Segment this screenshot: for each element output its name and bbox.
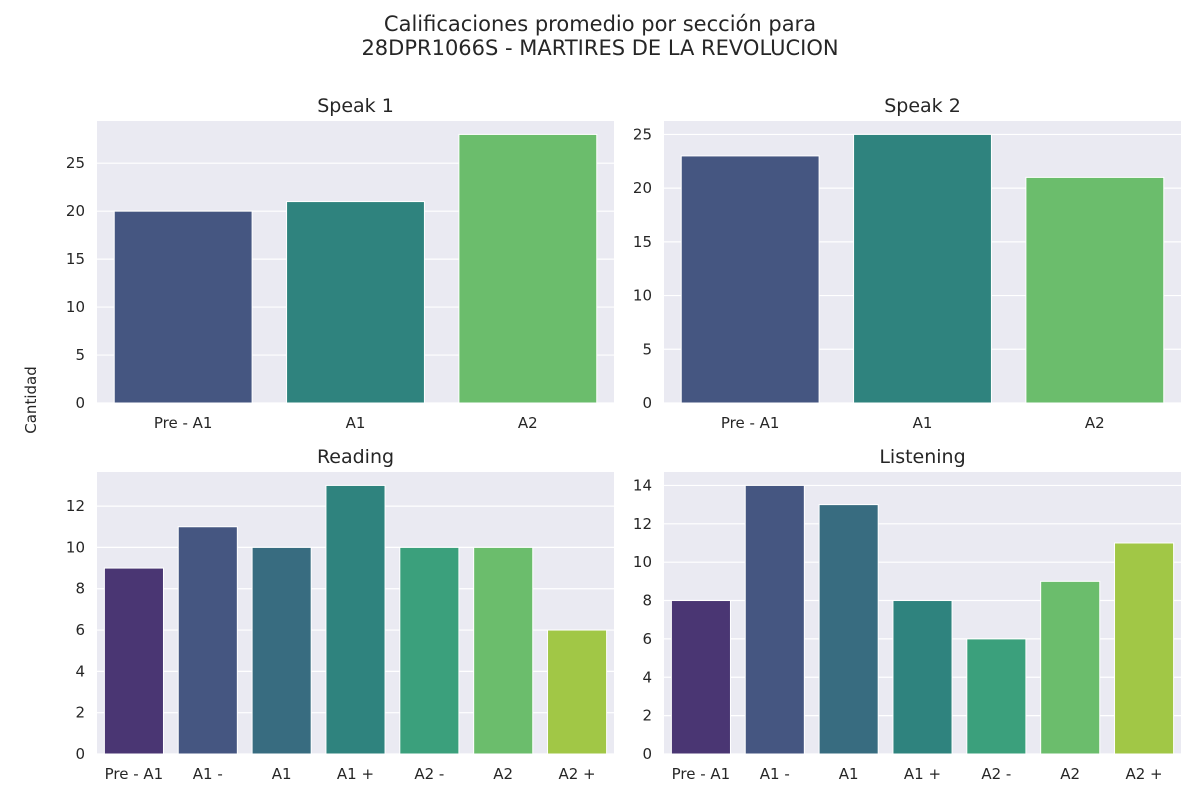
bar-a2 <box>1040 580 1101 755</box>
x-tick-label: A2 <box>1085 414 1105 432</box>
y-tick-label: 10 <box>633 287 652 305</box>
y-tick-label: 5 <box>642 340 652 358</box>
panel-speak-2: 0 5 10 15 20 25 Pre - A1 A1 A2 Speak 2 <box>633 95 1181 432</box>
bar-pre-a1 <box>103 567 164 755</box>
x-tick-label: A1 <box>913 414 933 432</box>
x-tick-label: A1 + <box>904 765 941 783</box>
bar-a1 <box>818 504 879 755</box>
panel-title: Speak 2 <box>884 95 961 117</box>
x-tick-label: A2 <box>493 765 513 783</box>
x-tick-label: Pre - A1 <box>721 414 780 432</box>
figure-title-line-1: Calificaciones promedio por sección para <box>383 12 817 36</box>
y-tick-label: 4 <box>642 668 652 686</box>
bar-a1 <box>177 526 238 755</box>
x-tick-label: Pre - A1 <box>672 765 731 783</box>
panel-title: Listening <box>879 446 965 468</box>
x-tick-label: A1 <box>346 414 366 432</box>
panel-speak-1: 0 5 10 15 20 25 Pre - A1 A1 A2 Speak 1 <box>66 95 614 432</box>
y-tick-label: 0 <box>642 745 652 763</box>
figure-title: Calificaciones promedio por sección para… <box>0 12 1200 60</box>
y-tick-label: 2 <box>642 707 652 725</box>
panel-title: Reading <box>317 446 394 468</box>
x-tick-label: A2 - <box>414 765 444 783</box>
y-tick-label: 8 <box>642 592 652 610</box>
x-tick-label: A1 - <box>193 765 223 783</box>
y-tick-label: 25 <box>633 125 652 143</box>
x-tick-label: A1 + <box>337 765 374 783</box>
x-tick-label: A1 <box>272 765 292 783</box>
y-tick-label: 6 <box>75 621 85 639</box>
y-tick-label: 12 <box>633 515 652 533</box>
y-tick-label: 4 <box>75 662 85 680</box>
y-tick-label: 14 <box>633 476 652 494</box>
x-tick-label: A1 <box>839 765 859 783</box>
x-tick-label: A2 - <box>981 765 1011 783</box>
y-tick-label: 0 <box>75 745 85 763</box>
bar-pre-a1 <box>113 210 253 404</box>
y-tick-label: 6 <box>642 630 652 648</box>
bar-a1 <box>286 201 425 404</box>
panel-title: Speak 1 <box>317 95 394 117</box>
y-tick-label: 5 <box>75 346 85 364</box>
bar-pre-a1 <box>670 600 731 755</box>
x-tick-label: A2 <box>518 414 538 432</box>
y-tick-label: 25 <box>66 154 85 172</box>
x-tick-label: Pre - A1 <box>105 765 164 783</box>
y-tick-label: 2 <box>75 704 85 722</box>
bar-pre-a1 <box>680 155 820 404</box>
x-tick-label: A2 + <box>558 765 595 783</box>
panel-listening: 0 2 4 6 8 10 12 14 Pre - A1 A1 - A1 A1 + A2 - A2 A2 + L… <box>633 446 1181 783</box>
figure-title-line-2: 28DPR1066S - MARTIRES DE LA REVOLUCION <box>361 36 839 60</box>
x-tick-label: A1 - <box>760 765 790 783</box>
bar-a2 <box>473 546 534 755</box>
y-tick-label: 10 <box>66 538 85 556</box>
x-tick-label: A2 + <box>1125 765 1162 783</box>
panel-reading: 0 2 4 6 8 10 12 Pre - A1 A1 - A1 A1 + A2 - A2 A2 + Rea… <box>66 446 614 783</box>
y-tick-label: 0 <box>75 394 85 412</box>
bar-a2 <box>547 629 608 755</box>
bar-a2 <box>1114 542 1175 755</box>
y-tick-label: 15 <box>66 250 85 268</box>
x-tick-label: Pre - A1 <box>154 414 213 432</box>
bar-a1 <box>853 133 992 404</box>
y-tick-label: 10 <box>66 298 85 316</box>
y-tick-label: 20 <box>66 202 85 220</box>
bar-a2 <box>1025 176 1165 404</box>
y-tick-label: 8 <box>75 580 85 598</box>
bar-a2 <box>458 133 598 404</box>
y-tick-label: 0 <box>642 394 652 412</box>
y-tick-label: 15 <box>633 233 652 251</box>
bar-a2 <box>399 546 460 755</box>
y-tick-label: 12 <box>66 497 85 515</box>
x-tick-label: A2 <box>1060 765 1080 783</box>
bar-a1 <box>251 546 312 755</box>
bar-a2 <box>966 638 1027 755</box>
y-tick-label: 10 <box>633 553 652 571</box>
bar-a1 <box>325 484 386 755</box>
bar-a1 <box>892 600 953 755</box>
y-tick-label: 20 <box>633 179 652 197</box>
bar-a1 <box>744 484 805 755</box>
